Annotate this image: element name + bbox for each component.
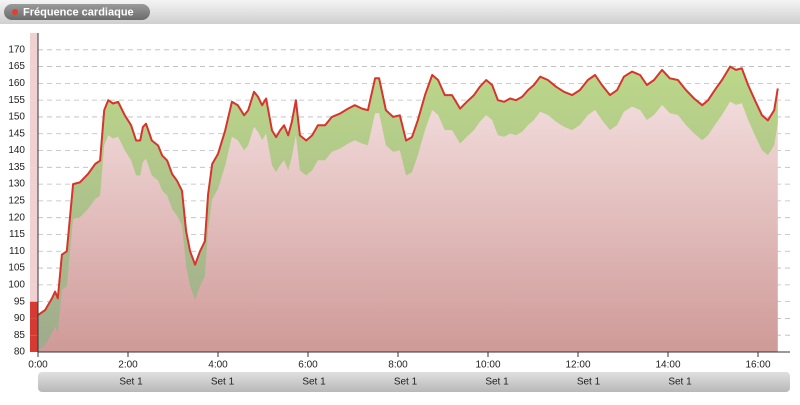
zone-strip [30,150,38,168]
x-tick-label: 4:00 [208,360,228,371]
zone-strip [30,217,38,235]
y-tick-label: 160 [8,78,25,89]
zone-strip [30,251,38,269]
zone-strip [30,49,38,67]
set-label: Set 1 [119,377,143,388]
set-label: Set 1 [668,377,692,388]
set-label: Set 1 [394,377,418,388]
x-tick-label: 16:00 [745,360,770,371]
y-tick-label: 150 [8,112,25,123]
x-tick-label: 14:00 [655,360,680,371]
x-tick-label: 8:00 [388,360,408,371]
zone-strip [30,335,38,352]
zone-strip [30,83,38,101]
chart-title: Fréquence cardiaque [23,6,134,18]
title-dot [12,9,18,15]
y-tick-label: 105 [8,263,25,274]
y-tick-label: 130 [8,179,25,190]
y-tick-label: 170 [8,44,25,55]
x-tick-label: 10:00 [475,360,500,371]
y-tick-label: 135 [8,162,25,173]
y-tick-label: 125 [8,196,25,207]
zone-strip [30,100,38,117]
zone-strip [30,268,38,285]
set-label: Set 1 [302,377,326,388]
title-pill [4,4,150,20]
y-tick-label: 120 [8,212,25,223]
x-tick-label: 2:00 [118,360,138,371]
y-tick-label: 115 [9,229,25,240]
y-tick-label: 110 [9,246,25,257]
set-bar [38,372,790,392]
x-tick-label: 6:00 [298,360,318,371]
x-tick-label: 0:00 [28,360,48,371]
zone-strip [30,133,38,151]
y-tick-label: 145 [8,128,25,139]
set-label: Set 1 [211,377,235,388]
zone-strip [30,301,38,319]
zone-strip [30,66,38,84]
x-tick-label: 12:00 [565,360,590,371]
zone-strip [30,318,38,336]
y-tick-label: 155 [8,95,25,106]
y-tick-label: 80 [14,347,26,358]
zone-strip [30,33,38,50]
y-tick-label: 90 [14,313,26,324]
set-label: Set 1 [485,377,509,388]
heart-rate-line [37,65,779,316]
zone-strip [30,234,38,252]
set-label: Set 1 [577,377,601,388]
y-tick-label: 165 [8,61,25,72]
y-tick-label: 95 [14,296,26,307]
zone-strip [30,116,38,134]
y-tick-label: 100 [8,279,25,290]
zone-strip [30,167,38,185]
zone-strip [30,184,38,201]
y-tick-label: 140 [8,145,25,156]
y-tick-label: 85 [14,330,26,341]
zone-strip [30,200,38,218]
zone-strip [30,284,38,302]
